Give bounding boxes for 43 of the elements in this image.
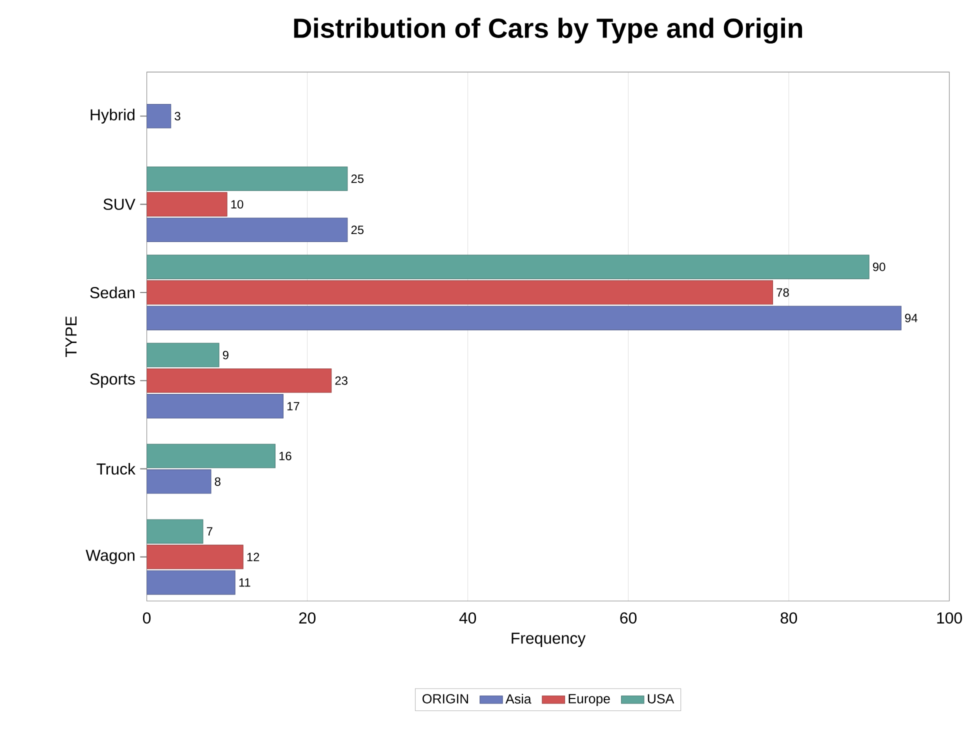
- x-tick-label: 20: [299, 612, 316, 624]
- data-label: 25: [351, 226, 364, 234]
- legend-label: Asia: [506, 694, 532, 704]
- data-label: 7: [206, 527, 212, 536]
- y-tick-label: Sedan: [90, 286, 134, 298]
- bar: [146, 192, 228, 217]
- data-label: 90: [872, 262, 886, 272]
- bar: [146, 544, 244, 570]
- bar: [146, 166, 348, 192]
- y-tick-label: Hybrid: [90, 108, 134, 124]
- x-tick-label: 80: [780, 612, 798, 624]
- data-label: 9: [222, 350, 228, 360]
- y-axis-title: TYPE: [66, 316, 77, 358]
- data-label: 16: [279, 452, 292, 460]
- y-tick-label: Wagon: [86, 550, 134, 564]
- x-tick-label: 0: [142, 612, 151, 624]
- x-tick-label: 100: [937, 612, 962, 624]
- data-label: 3: [174, 112, 180, 121]
- data-label: 11: [239, 578, 250, 587]
- data-label: 78: [776, 288, 789, 297]
- data-label: 23: [335, 376, 348, 386]
- data-label: 17: [287, 402, 300, 410]
- bar: [146, 570, 236, 595]
- bar: [146, 218, 348, 242]
- data-label: 25: [351, 174, 364, 184]
- x-tick-label: 40: [459, 612, 476, 624]
- x-tick-label: 60: [620, 612, 637, 624]
- legend-label: USA: [648, 694, 674, 704]
- x-axis-title: Frequency: [512, 632, 586, 648]
- bar: [146, 280, 774, 305]
- chart-title: Distribution of Cars by Type and Origin: [294, 18, 802, 44]
- bar: [146, 343, 220, 368]
- legend-label: Europe: [568, 694, 610, 706]
- data-label: 12: [247, 552, 260, 562]
- legend-title: ORIGIN: [422, 694, 468, 704]
- bar: [146, 394, 284, 419]
- bar: [146, 519, 204, 544]
- data-label: 94: [905, 314, 918, 322]
- y-tick-label: Sports: [90, 374, 135, 388]
- y-tick-label: SUV: [103, 198, 136, 210]
- data-label: 10: [231, 200, 244, 209]
- y-tick-label: Truck: [96, 463, 136, 475]
- data-label: 8: [214, 477, 220, 486]
